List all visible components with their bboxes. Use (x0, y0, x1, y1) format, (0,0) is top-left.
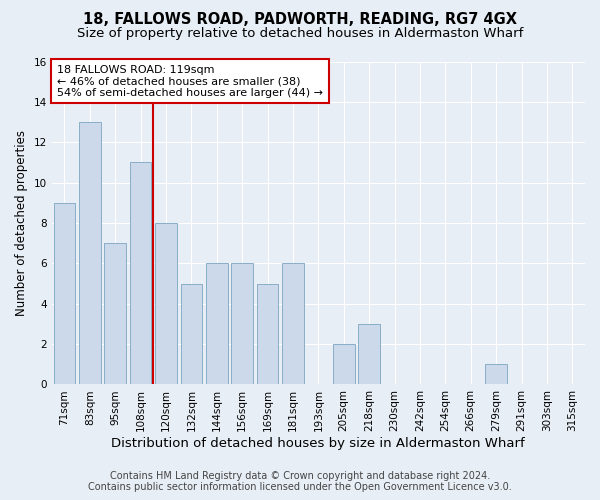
Text: Size of property relative to detached houses in Aldermaston Wharf: Size of property relative to detached ho… (77, 28, 523, 40)
Bar (130, 162, 151, 384)
Bar (485, 364, 507, 384)
X-axis label: Distribution of detached houses by size in Aldermaston Wharf: Distribution of detached houses by size … (112, 437, 525, 450)
Text: Contains HM Land Registry data © Crown copyright and database right 2024.
Contai: Contains HM Land Registry data © Crown c… (88, 471, 512, 492)
Bar (181, 284, 202, 384)
Bar (257, 284, 278, 384)
Bar (358, 324, 380, 384)
Bar (232, 264, 253, 384)
Bar (79, 122, 101, 384)
Bar (53, 203, 75, 384)
Bar (104, 243, 126, 384)
Text: 18, FALLOWS ROAD, PADWORTH, READING, RG7 4GX: 18, FALLOWS ROAD, PADWORTH, READING, RG7… (83, 12, 517, 28)
Bar (282, 264, 304, 384)
Y-axis label: Number of detached properties: Number of detached properties (15, 130, 28, 316)
Text: 18 FALLOWS ROAD: 119sqm
← 46% of detached houses are smaller (38)
54% of semi-de: 18 FALLOWS ROAD: 119sqm ← 46% of detache… (57, 64, 323, 98)
Bar (155, 223, 177, 384)
Bar (333, 344, 355, 385)
Bar (206, 264, 227, 384)
